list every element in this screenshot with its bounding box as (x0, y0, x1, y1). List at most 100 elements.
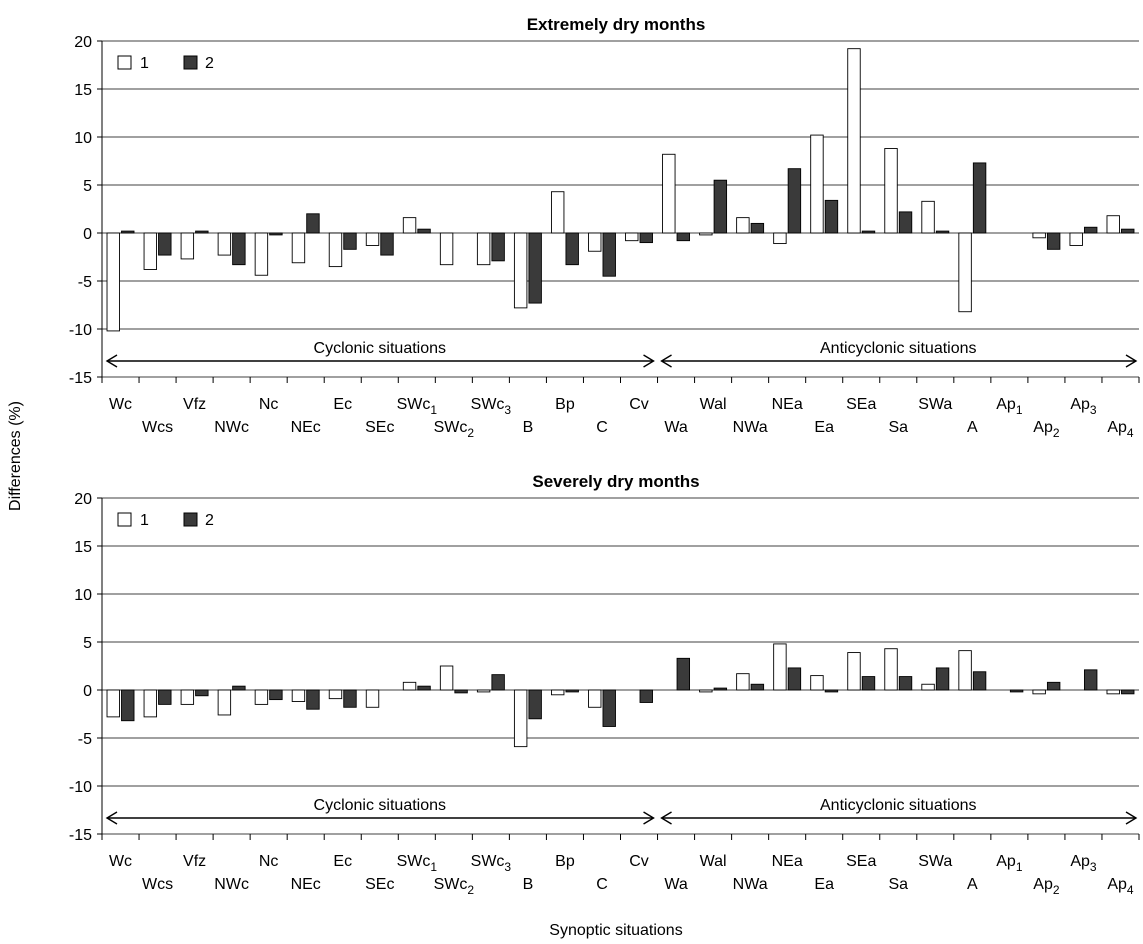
bar-series-2-cv (639, 232, 653, 244)
y-tick-label: 10 (74, 587, 92, 604)
bar-series-2-swa (935, 667, 950, 691)
bar-series-2-ap3 (1083, 226, 1098, 234)
x-tick-label: Ap4 (1107, 419, 1134, 440)
bar-series-2-vfz (195, 230, 209, 234)
x-tick-label: Ap4 (1107, 876, 1134, 897)
y-tick-label: 20 (74, 491, 92, 508)
x-tick-label: Ap3 (1070, 396, 1097, 417)
bar-series-2-ap2 (1046, 232, 1061, 250)
bar-series-2-nwc (232, 685, 246, 691)
bar-series-2-wa (676, 657, 691, 691)
bar-series-1-wc (106, 689, 120, 718)
cyclonic-arrow-head-left (105, 354, 118, 368)
y-tick-label: 0 (83, 226, 92, 243)
bar-series-1-nwa (736, 673, 750, 691)
x-tick-label: B (523, 876, 534, 893)
bar-series-2-nwc (232, 232, 246, 266)
x-axis-label: Synoptic situations (549, 922, 682, 939)
x-tick-label: SEa (846, 853, 876, 870)
y-tick-label: 15 (74, 539, 92, 556)
bar-series-1-sec (365, 232, 380, 246)
cyclonic-arrow-head-left (105, 811, 118, 825)
x-tick-label: Ea (814, 876, 834, 893)
bar-series-1-sa (884, 648, 898, 691)
anticyclonic-arrow-head-left (660, 354, 672, 368)
bar-series-1-nc (254, 232, 269, 276)
bar-series-2-bp (565, 689, 579, 693)
y-tick-label: 5 (83, 178, 92, 195)
x-tick-label: Ap2 (1033, 419, 1060, 440)
y-tick-label: -10 (69, 779, 92, 796)
bar-series-2-swa (935, 230, 950, 234)
bar-series-1-nec (291, 689, 306, 702)
legend-swatch-2 (183, 512, 198, 527)
bar-series-2-sea (861, 230, 876, 234)
x-tick-label: Ap2 (1033, 876, 1060, 897)
bar-series-2-wa (676, 232, 691, 242)
x-tick-label: SWa (918, 853, 952, 870)
legend-label-2: 2 (205, 55, 214, 72)
bar-series-2-wal (713, 687, 728, 691)
bar-series-2-b (528, 689, 542, 720)
x-tick-label: Ea (814, 419, 834, 436)
bar-series-2-ec (343, 689, 357, 708)
x-tick-label: C (596, 419, 608, 436)
x-tick-label: Vfz (183, 853, 206, 870)
x-tick-label: SWc3 (471, 396, 512, 417)
y-tick-label: 10 (74, 130, 92, 147)
y-tick-label: -5 (78, 731, 92, 748)
bar-series-2-ea (824, 199, 839, 234)
anticyclonic-arrow-head-left (660, 811, 672, 825)
bar-series-2-nea (787, 667, 802, 691)
bar-series-2-swc2 (454, 689, 468, 694)
bar-series-1-ea (810, 134, 824, 234)
bar-series-2-ap4 (1121, 228, 1135, 234)
bar-series-2-a (972, 671, 987, 691)
x-tick-label: NWc (214, 876, 249, 893)
bar-series-2-nc (269, 232, 283, 236)
y-tick-label: -15 (69, 827, 92, 844)
chart-panel-extremely-dry: Extremely dry months 20 15 10 5 0 -5 -10 -15 1 2 Cy… (69, 15, 1140, 440)
x-tick-label: NEc (291, 419, 321, 436)
bar-series-2-wc (121, 230, 135, 234)
bar-series-1-ap3 (1069, 232, 1083, 246)
bar-series-1-sea (847, 48, 861, 234)
bar-series-1-wc (106, 232, 120, 332)
bar-series-1-wal (699, 689, 713, 693)
bar-series-2-swc1 (417, 228, 431, 234)
x-tick-label: Wa (664, 876, 688, 893)
bar-series-2-a (972, 162, 987, 234)
annotation-cyclonic: Cyclonic situations (314, 797, 447, 814)
legend-swatch-2 (183, 55, 198, 70)
x-tick-label: SEc (365, 876, 394, 893)
bar-series-1-swc2 (439, 232, 454, 266)
bar-series-1-nwa (736, 217, 750, 234)
chart-title: Extremely dry months (527, 15, 706, 34)
x-tick-label: B (523, 419, 534, 436)
cyclonic-arrow-head-right (643, 354, 655, 368)
x-tick-label: Ap1 (996, 396, 1023, 417)
x-tick-label: SWc2 (434, 419, 475, 440)
bar-series-2-nwa (750, 222, 765, 234)
x-tick-label: Nc (259, 853, 279, 870)
annotation-anticyclonic: Anticyclonic situations (820, 340, 977, 357)
bar-series-2-c (602, 689, 616, 727)
bar-series-1-ec (328, 689, 343, 700)
bar-series-2-b (528, 232, 542, 304)
bar-series-1-nc (254, 689, 269, 705)
bar-series-1-wcs (143, 689, 158, 718)
x-tick-label: Ap3 (1070, 853, 1097, 874)
bar-series-1-swc2 (439, 665, 454, 691)
bar-series-2-ap3 (1083, 669, 1098, 691)
bar-series-2-sec (380, 232, 394, 256)
x-tick-label: SWc1 (397, 853, 438, 874)
y-tick-label: -10 (69, 322, 92, 339)
bar-series-1-nec (291, 232, 306, 264)
bar-series-2-nc (269, 689, 283, 701)
anticyclonic-arrow-head-right (1125, 811, 1138, 825)
anticyclonic-arrow-head-right (1125, 354, 1138, 368)
bar-series-2-sa (898, 676, 913, 691)
y-tick-label: -15 (69, 370, 92, 387)
y-tick-label: -5 (78, 274, 92, 291)
